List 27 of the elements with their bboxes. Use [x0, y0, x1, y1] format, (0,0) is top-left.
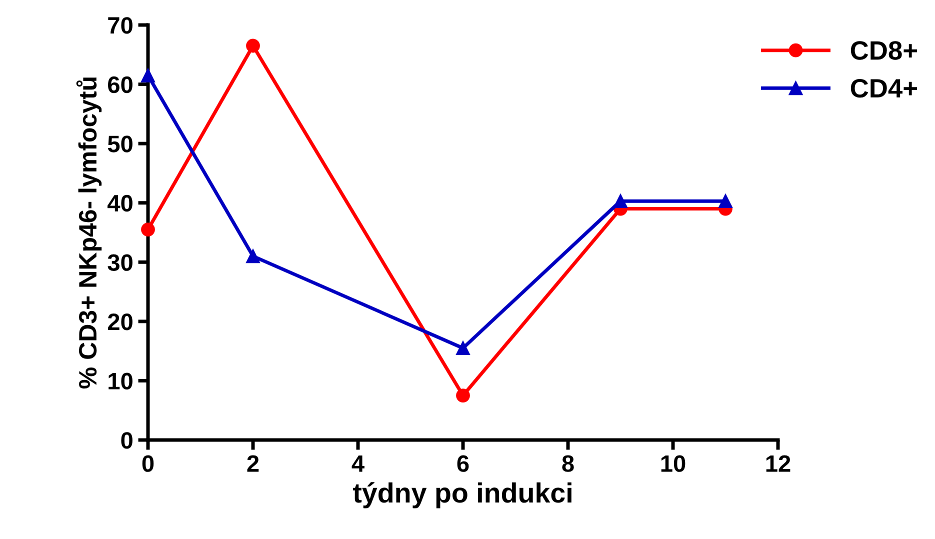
y-tick-label: 40: [108, 194, 132, 212]
y-tick-label: 20: [108, 313, 132, 330]
y-tick-label: 0: [121, 432, 132, 449]
point: [246, 38, 260, 53]
point: [614, 194, 628, 208]
point: [141, 68, 155, 82]
point: [456, 388, 470, 402]
point: [718, 194, 732, 208]
legend-label: CD4+: [850, 78, 917, 98]
y-tick-label: 50: [108, 136, 132, 152]
y-tick-label: 10: [108, 372, 132, 390]
x-tick-label: 2: [247, 455, 259, 472]
point: [246, 249, 260, 264]
x-tick-label: 4: [352, 455, 364, 472]
x-tick-label: 6: [457, 455, 469, 472]
x-tick-label: 12: [766, 455, 790, 472]
legend-label: CD8+: [850, 41, 917, 60]
y-tick-label: 70: [108, 17, 132, 34]
x-tick-label: 0: [142, 455, 154, 472]
x-tick-label: 10: [661, 455, 686, 472]
x-axis-title: týdny po indukci: [353, 482, 572, 508]
y-axis-title: % CD3+ NKp46- lymfocytů: [76, 78, 102, 389]
point: [141, 222, 155, 236]
point: [456, 341, 470, 356]
x-tick-label: 8: [562, 455, 574, 472]
y-tick-label: 60: [108, 76, 132, 94]
y-tick-label: 30: [108, 254, 132, 271]
